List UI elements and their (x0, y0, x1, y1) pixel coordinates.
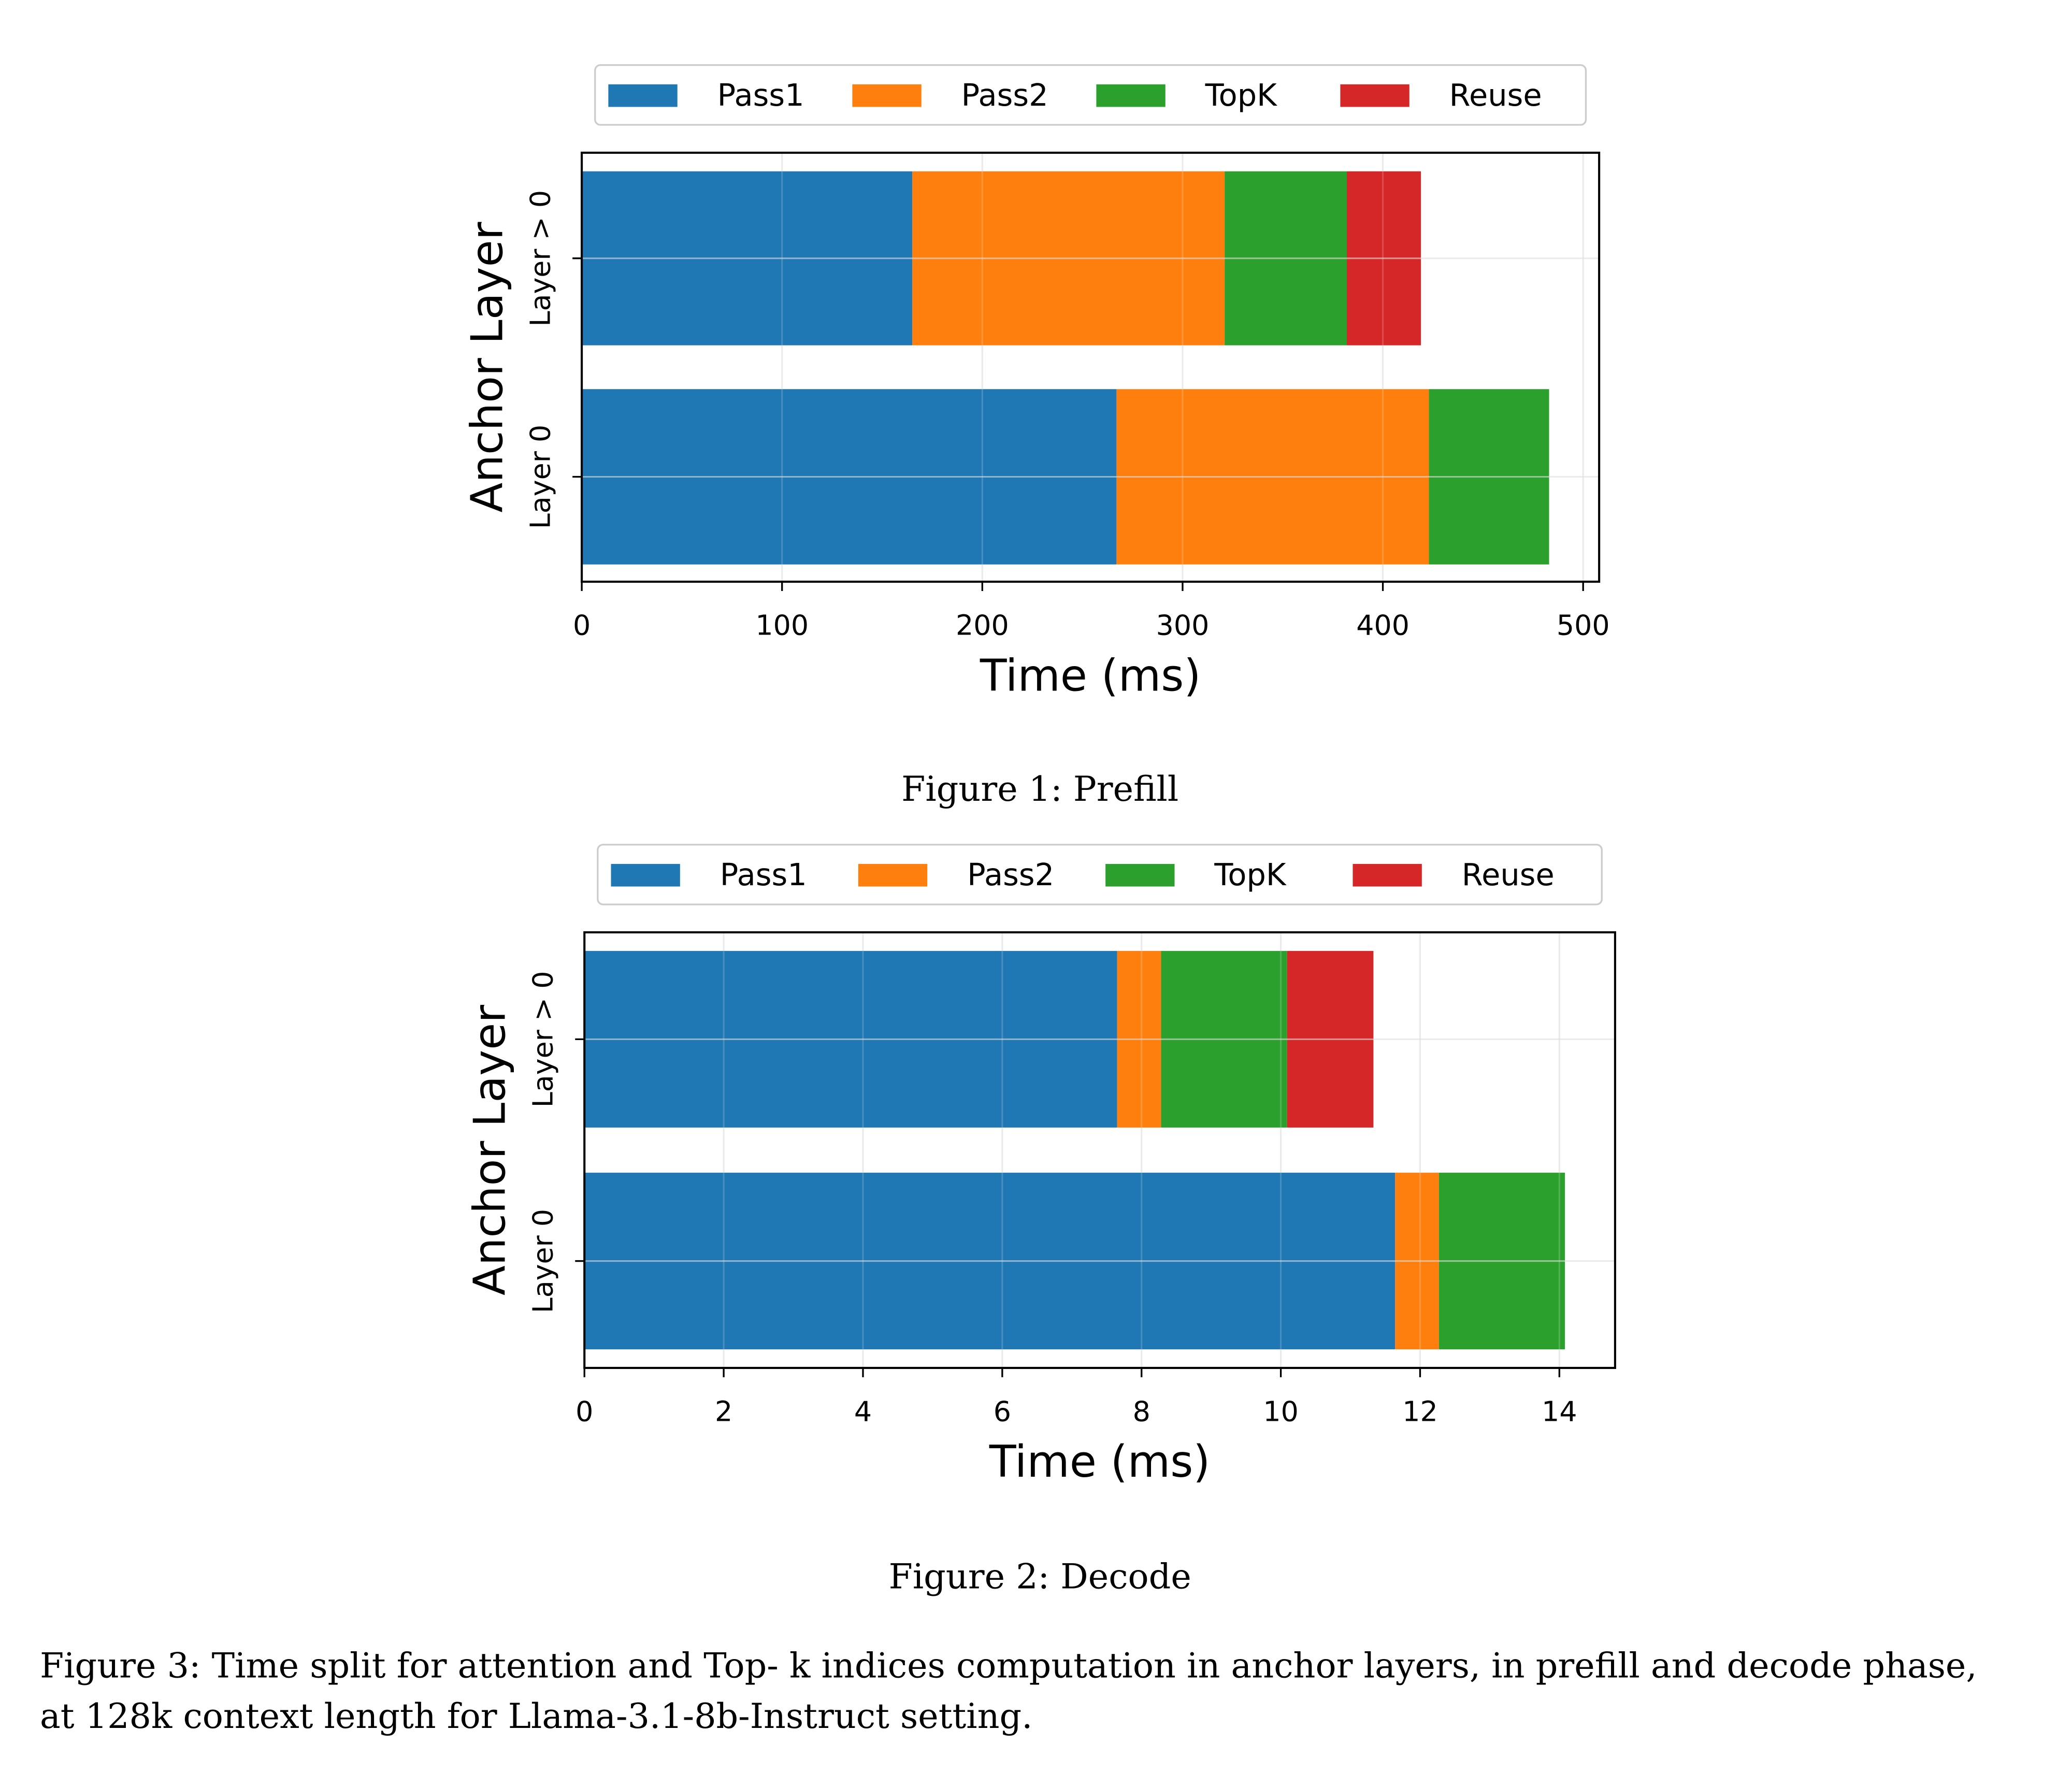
y-axis-label: Anchor Layer (464, 1005, 515, 1295)
y-tick-label: Layer > 0 (524, 190, 557, 327)
legend-label-topk: TopK (1205, 77, 1278, 113)
legend-label-reuse: Reuse (1462, 857, 1555, 892)
prefill-chart: 0 100 200 300 400 500 Layer 0 Layer > 0 Time (ms… (461, 64, 1610, 809)
legend (594, 64, 1587, 126)
legend-swatch-topk (1096, 84, 1166, 107)
legend-swatch-reuse (1352, 863, 1422, 887)
legend-swatch-pass2 (852, 84, 922, 107)
legend-label-pass2: Pass2 (961, 77, 1048, 113)
legend-swatch-reuse (1340, 84, 1409, 107)
legend-label-reuse: Reuse (1449, 77, 1542, 113)
x-tick-label: 12 (1402, 1395, 1438, 1428)
x-axis-label: Time (ms) (989, 1436, 1210, 1487)
y-axis-label: Anchor Layer (461, 222, 512, 512)
decode-chart: 0 2 4 6 8 10 12 14 Layer 0 Layer > 0 Time (ms) Anch… (464, 844, 1616, 1597)
x-tick-label: 4 (854, 1395, 872, 1428)
chart-caption: Figure 2: Decode (889, 1556, 1191, 1597)
legend-swatch-topk (1105, 863, 1175, 887)
legend-swatch-pass1 (611, 863, 680, 887)
y-tick-label: Layer 0 (524, 425, 557, 529)
x-tick-label: 0 (573, 609, 591, 642)
legend-label-pass1: Pass1 (720, 857, 807, 892)
x-tick-label: 8 (1133, 1395, 1150, 1428)
legend-label-topk: TopK (1214, 857, 1287, 892)
legend-label-pass1: Pass1 (717, 77, 804, 113)
figure-3-caption-line-1: Figure 3: Time split for attention and T… (40, 1645, 1977, 1685)
y-tick-label: Layer > 0 (527, 971, 559, 1108)
x-tick-label: 500 (1557, 609, 1610, 642)
x-tick-label: 14 (1542, 1395, 1577, 1428)
chart-caption: Figure 1: Prefill (901, 769, 1178, 809)
figure-3-caption-line-2: at 128k context length for Llama-3.1-8b-… (40, 1696, 1032, 1736)
legend-swatch-pass2 (858, 863, 928, 887)
x-tick-label: 10 (1263, 1395, 1299, 1428)
legend-label-pass2: Pass2 (967, 857, 1054, 892)
axes-frame (583, 931, 1616, 1370)
x-tick-label: 400 (1356, 609, 1409, 642)
x-tick-label: 300 (1156, 609, 1210, 642)
x-tick-label: 200 (956, 609, 1009, 642)
axes-frame (581, 151, 1601, 583)
x-tick-label: 0 (575, 1395, 593, 1428)
y-tick-label: Layer 0 (527, 1209, 559, 1313)
legend (597, 844, 1603, 905)
x-axis-label: Time (ms) (980, 650, 1201, 701)
x-tick-label: 2 (715, 1395, 732, 1428)
legend-swatch-pass1 (608, 84, 678, 107)
x-tick-label: 100 (755, 609, 809, 642)
x-tick-label: 6 (994, 1395, 1011, 1428)
